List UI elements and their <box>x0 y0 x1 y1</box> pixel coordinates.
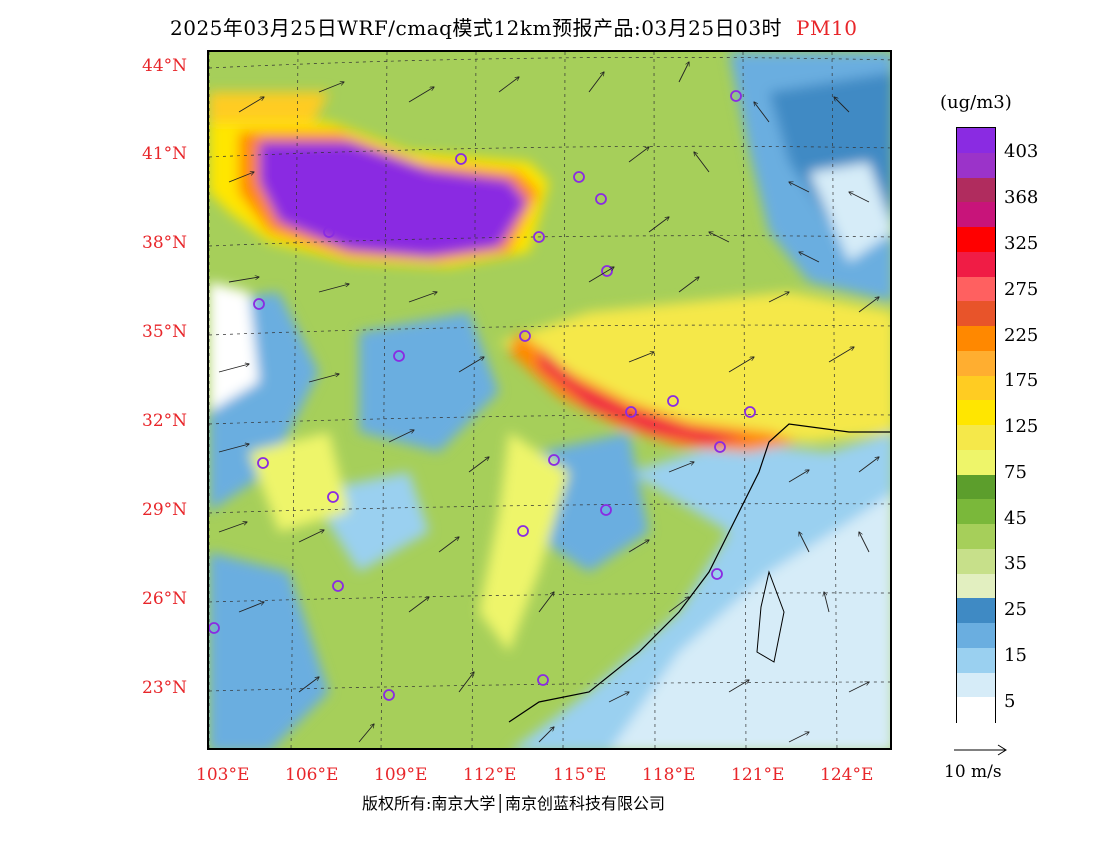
color-bar-segment <box>957 152 995 178</box>
legend-label: 45 <box>1004 508 1027 529</box>
color-bar-segment <box>957 499 995 525</box>
lon-label: 112°E <box>463 765 517 785</box>
legend-label: 368 <box>1004 187 1039 208</box>
lon-label: 118°E <box>642 765 696 785</box>
legend-unit: (ug/m3) <box>940 92 1012 113</box>
copyright-text: 版权所有:南京大学│南京创蓝科技有限公司 <box>362 794 666 813</box>
color-bar-segment <box>957 301 995 327</box>
lat-label: 29°N <box>142 500 188 520</box>
color-bar-segment <box>957 251 995 277</box>
color-bar-segment <box>957 276 995 302</box>
concentration-map <box>207 50 892 750</box>
legend-label: 25 <box>1004 599 1027 620</box>
color-bar-segment <box>957 425 995 451</box>
title-species: PM10 <box>796 16 858 40</box>
lat-label: 41°N <box>142 144 188 164</box>
color-bar-segment <box>957 227 995 253</box>
chart-title: 2025年03月25日WRF/cmaq模式12km预报产品:03月25日03时 P… <box>170 12 857 41</box>
lon-label: 106°E <box>285 765 339 785</box>
color-bar-segment <box>957 375 995 401</box>
wind-reference-arrow <box>954 744 1007 756</box>
lon-label: 124°E <box>820 765 874 785</box>
lon-label: 109°E <box>374 765 428 785</box>
legend-label: 35 <box>1004 553 1027 574</box>
color-bar-segment <box>957 573 995 599</box>
color-bar-segment <box>957 400 995 426</box>
color-bar-segment <box>957 697 995 723</box>
wind-reference-label: 10 m/s <box>944 762 1002 782</box>
legend-label: 325 <box>1004 233 1039 254</box>
lon-label: 121°E <box>731 765 785 785</box>
color-bar-segment <box>957 524 995 550</box>
color-bar-segment <box>957 647 995 673</box>
legend-label: 225 <box>1004 325 1039 346</box>
lat-label: 44°N <box>142 56 188 76</box>
color-bar-segment <box>957 449 995 475</box>
lat-label: 35°N <box>142 322 188 342</box>
legend-label: 75 <box>1004 462 1027 483</box>
color-bar-segment <box>957 474 995 500</box>
lon-label: 103°E <box>196 765 250 785</box>
title-main: 2025年03月25日WRF/cmaq模式12km预报产品:03月25日03时 <box>170 16 783 40</box>
legend-label: 175 <box>1004 370 1039 391</box>
legend-label: 403 <box>1004 141 1039 162</box>
coastline <box>508 423 890 723</box>
lat-label: 26°N <box>142 589 188 609</box>
concentration-field <box>209 52 890 748</box>
legend-label: 15 <box>1004 645 1027 666</box>
color-bar-segment <box>957 202 995 228</box>
lat-label: 38°N <box>142 233 188 253</box>
color-bar-segment <box>957 623 995 649</box>
lat-label: 23°N <box>142 678 188 698</box>
color-bar-segment <box>957 672 995 698</box>
legend-label: 125 <box>1004 416 1039 437</box>
taiwan-outline <box>756 570 785 663</box>
color-bar-segment <box>957 350 995 376</box>
color-bar-segment <box>957 598 995 624</box>
lat-label: 32°N <box>142 411 188 431</box>
color-bar-segment <box>957 177 995 203</box>
color-bar-segment <box>957 128 995 154</box>
legend-label: 275 <box>1004 279 1039 300</box>
color-bar-segment <box>957 548 995 574</box>
lon-label: 115°E <box>553 765 607 785</box>
color-bar-segment <box>957 326 995 352</box>
legend-label: 5 <box>1004 691 1016 712</box>
wind-vectors <box>218 62 879 743</box>
color-bar <box>956 127 996 723</box>
